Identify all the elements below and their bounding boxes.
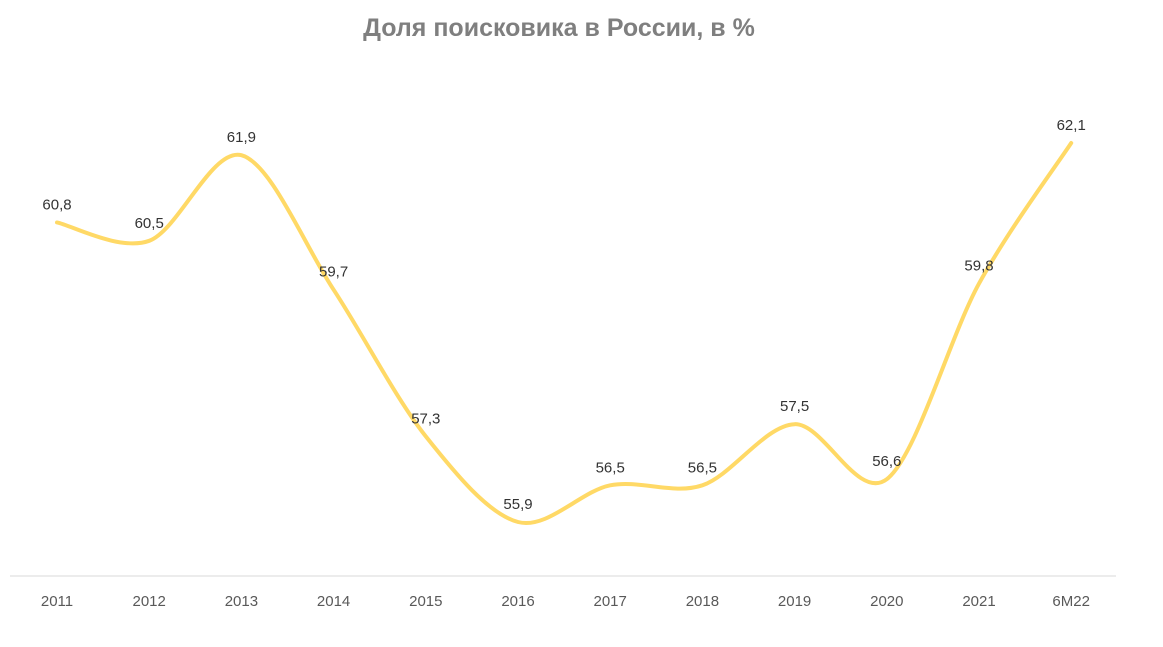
x-tick-label: 2012 xyxy=(133,593,166,610)
x-tick-label: 2021 xyxy=(962,593,995,610)
x-tick-label: 2017 xyxy=(594,593,627,610)
data-label: 59,7 xyxy=(319,264,348,281)
data-label: 62,1 xyxy=(1057,117,1086,134)
data-label: 59,8 xyxy=(964,258,993,275)
x-tick-label: 2011 xyxy=(41,593,73,610)
series-group xyxy=(55,141,1074,526)
data-label: 60,5 xyxy=(135,215,164,232)
data-label: 57,5 xyxy=(780,398,809,415)
data-label: 56,6 xyxy=(872,453,901,470)
x-tick-label: 2018 xyxy=(686,593,719,610)
chart-title: Доля поисковика в России, в % xyxy=(363,14,755,42)
series-line xyxy=(55,141,1074,526)
x-tick-label: 2016 xyxy=(501,593,534,610)
data-label: 61,9 xyxy=(227,129,256,146)
data-label: 56,5 xyxy=(596,459,625,476)
data-label: 56,5 xyxy=(688,459,717,476)
x-tick-label: 2019 xyxy=(778,593,811,610)
x-tick-label: 2015 xyxy=(409,593,442,610)
data-label: 57,3 xyxy=(411,410,440,427)
x-tick-label: 2020 xyxy=(870,593,903,610)
data-label: 55,9 xyxy=(503,496,532,513)
x-tick-labels: 2011 2012 2013 2014 2015 2016 2017 2018 2019 2020… xyxy=(41,593,1090,610)
x-tick-label: 2013 xyxy=(225,593,258,610)
x-tick-label: 2014 xyxy=(317,593,350,610)
data-label: 60,8 xyxy=(42,196,71,213)
x-tick-label: 6M22 xyxy=(1052,593,1090,610)
data-labels: 60,8 60,5 61,9 59,7 57,3 55,9 56,5 56,5 57,5 56,6… xyxy=(42,117,1085,513)
